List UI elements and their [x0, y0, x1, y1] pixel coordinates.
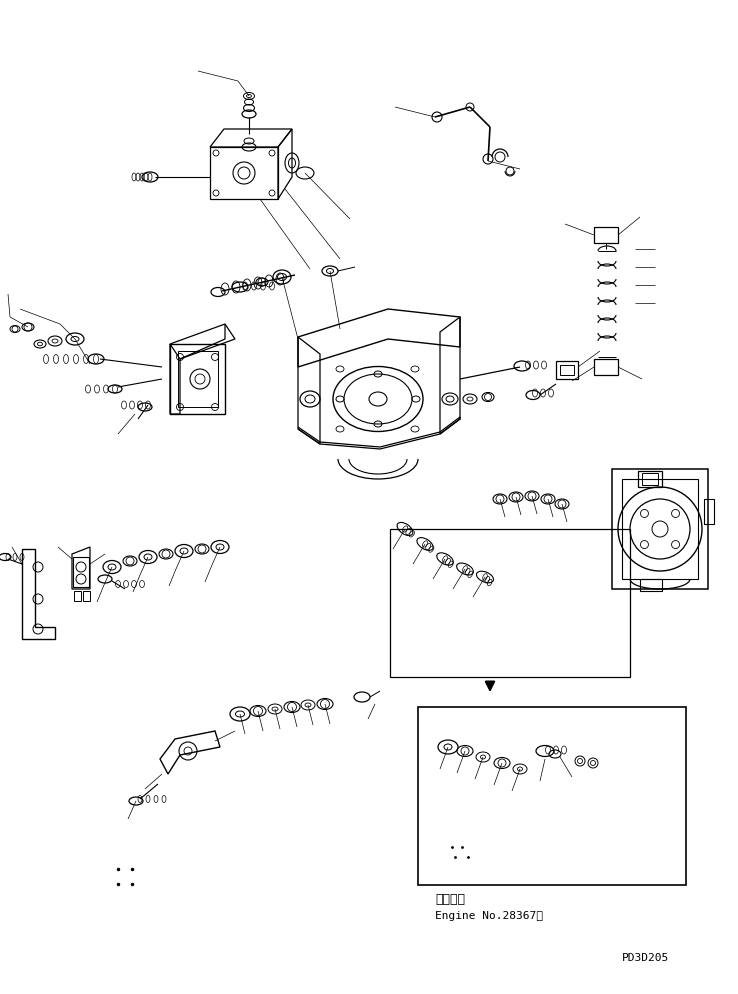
Bar: [594, 228, 618, 244]
Bar: [170, 345, 225, 414]
Bar: [560, 366, 574, 376]
Text: 適用号機: 適用号機: [435, 893, 465, 906]
Bar: [73, 558, 89, 587]
Bar: [210, 148, 278, 200]
Bar: [638, 471, 662, 487]
Bar: [74, 591, 81, 601]
Bar: [594, 360, 618, 376]
Bar: [622, 479, 698, 580]
Bar: [640, 580, 662, 591]
Bar: [612, 469, 708, 589]
Bar: [83, 591, 90, 601]
Bar: [178, 352, 218, 408]
Bar: [390, 530, 630, 677]
Bar: [704, 500, 714, 525]
Bar: [556, 362, 578, 380]
Bar: [418, 708, 686, 885]
Text: PD3D205: PD3D205: [622, 952, 669, 962]
Bar: [642, 473, 658, 485]
Text: Engine No.28367〜: Engine No.28367〜: [435, 911, 543, 920]
